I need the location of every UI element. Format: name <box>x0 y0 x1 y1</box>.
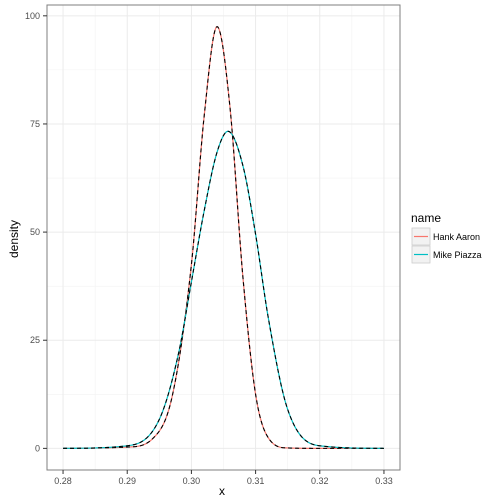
y-tick-label: 0 <box>35 443 40 453</box>
density-dashed-line-hank-aaron <box>63 25 384 449</box>
x-tick-label: 0.32 <box>311 476 329 486</box>
legend-label-mike-piazza: Mike Piazza <box>433 250 482 260</box>
y-axis-title: density <box>7 220 21 258</box>
legend-label-hank-aaron: Hank Aaron <box>433 232 480 242</box>
x-tick-label: 0.31 <box>247 476 265 486</box>
x-tick-label: 0.28 <box>54 476 72 486</box>
x-axis-ticks: 0.28 0.29 0.30 0.31 0.32 0.33 <box>54 470 393 486</box>
y-tick-label: 75 <box>30 119 40 129</box>
legend: name Hank Aaron Mike Piazza <box>411 211 482 264</box>
series-layer <box>63 25 384 449</box>
x-tick-label: 0.29 <box>118 476 136 486</box>
y-tick-label: 25 <box>30 335 40 345</box>
legend-title: name <box>411 211 441 225</box>
y-tick-label: 50 <box>30 227 40 237</box>
y-tick-label: 100 <box>25 11 40 21</box>
x-tick-label: 0.33 <box>375 476 393 486</box>
gridlines <box>47 5 400 470</box>
x-axis-title: x <box>219 484 225 498</box>
x-tick-label: 0.30 <box>183 476 201 486</box>
density-dashed-line-mike-piazza <box>63 130 384 449</box>
panel-border <box>46 4 401 471</box>
y-axis-ticks: 0 25 50 75 100 <box>25 11 47 453</box>
